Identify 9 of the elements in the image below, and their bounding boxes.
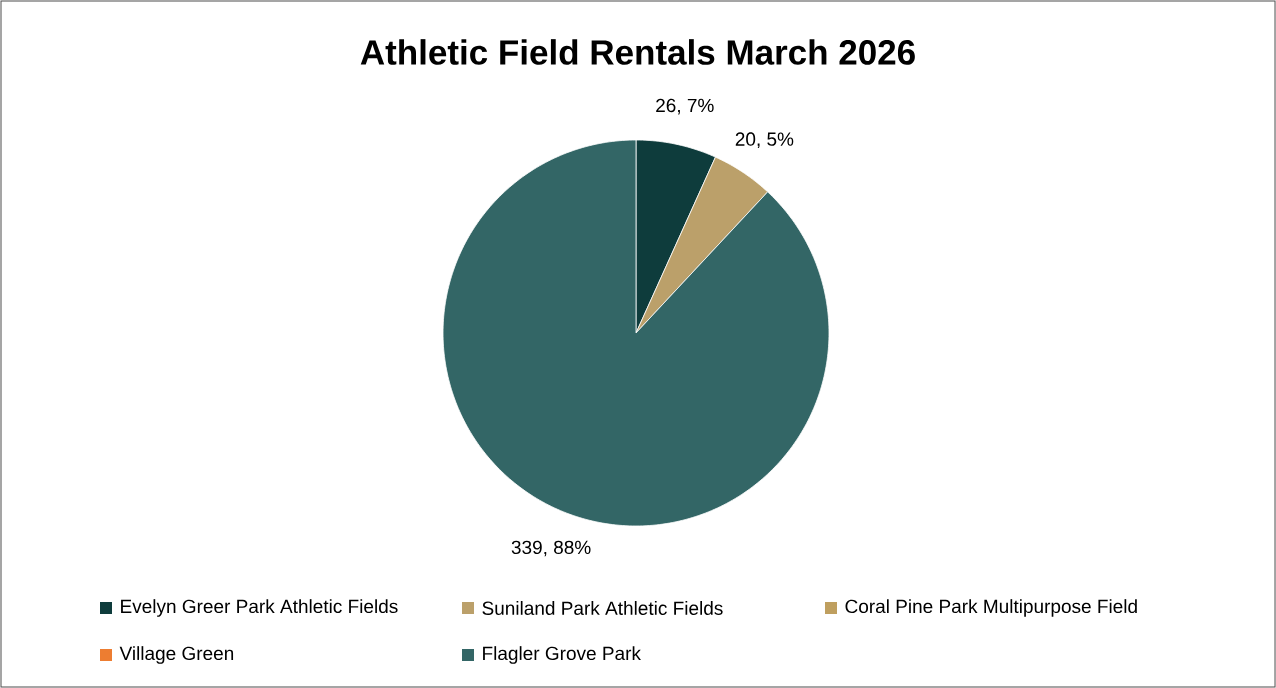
data-label: 20, 5% xyxy=(735,132,794,149)
legend-label: Evelyn Greer Park Athletic Fields xyxy=(121,599,398,617)
legend-label: Village Green xyxy=(119,646,234,664)
legend-label: Coral Pine Park Multipurpose Field xyxy=(845,599,1137,617)
legend-label: Suniland Park Athletic Fields xyxy=(482,601,723,615)
data-label: 26, 7% xyxy=(656,98,714,115)
data-label: 339, 88% xyxy=(511,540,591,557)
chart-title: Athletic Field Rentals March 2026 xyxy=(360,39,915,65)
legend-label: Flagler Grove Park xyxy=(483,646,641,664)
